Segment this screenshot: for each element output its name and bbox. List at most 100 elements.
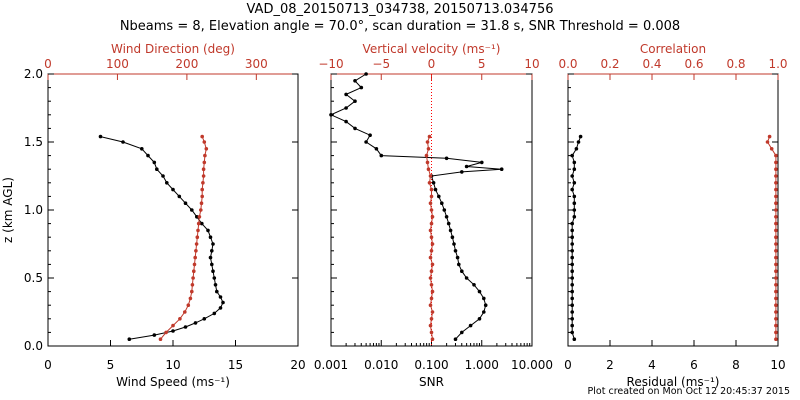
panel-1-series-1-point xyxy=(183,201,188,205)
panel-3-series-2-point xyxy=(774,167,778,171)
panel-2-series-2-point xyxy=(424,153,429,158)
panel-3-series-1-point xyxy=(576,140,581,144)
panel-1-y-tick-label: 1.5 xyxy=(24,135,43,149)
panel-2-series-1-point xyxy=(477,289,482,294)
panel-1-series-2-point xyxy=(197,215,202,219)
panel-2-series-1-point xyxy=(499,167,504,171)
panel-2-series-1-point xyxy=(433,187,438,192)
panel-3-series-2-point xyxy=(765,140,770,144)
panel-2-series-2-point xyxy=(429,208,434,212)
panel-1-series-2-point xyxy=(204,147,209,151)
panel-3-series-1-point xyxy=(570,262,574,267)
panel-3-frame xyxy=(567,73,779,347)
panel-3-series-1-point xyxy=(572,181,577,185)
panel-3-series-2-point xyxy=(774,249,778,253)
panel-2-series-1-point xyxy=(452,242,456,246)
panel-1-y-tick-label: 2.0 xyxy=(24,67,43,81)
panel-1-x-tick-label: 5 xyxy=(107,358,115,372)
panel-1-series-1-point xyxy=(195,215,199,219)
panel-2-series-1-point xyxy=(344,119,348,124)
panel-1-series-1-point xyxy=(210,249,214,253)
panel-1-series-1-point xyxy=(206,228,210,233)
panel-3-series-2-point xyxy=(774,194,778,199)
panel-2-series-1-point xyxy=(364,72,368,76)
plot-created-footer: Plot created on Mon Oct 12 20:45:37 2015 xyxy=(587,386,790,397)
panel-1-series-2-point xyxy=(200,187,204,192)
panel-1-y-label: z (km AGL) xyxy=(1,177,15,243)
panel-3-series-2-point xyxy=(774,221,778,226)
panel-1-series-1-point xyxy=(165,181,169,185)
panel-3-series-2-point xyxy=(774,181,778,185)
panel-3-series-1-point xyxy=(572,201,577,205)
panel-2-series-2-point xyxy=(429,194,434,199)
panel-1-series-2-point xyxy=(193,255,197,260)
panel-2-series-1-point xyxy=(437,194,441,199)
panel-1-series-1-point xyxy=(218,306,223,310)
panel-2-series-1-point xyxy=(329,113,333,117)
panel-3-series-1-point xyxy=(570,228,574,233)
panel-3-series-1-point xyxy=(572,215,577,219)
panel-3-series-1-point xyxy=(570,317,574,321)
panel-2-x-tick-label: 10.000 xyxy=(511,358,553,372)
panel-1-series-1-point xyxy=(211,269,215,274)
panel-1-series-1-point xyxy=(121,140,125,144)
panel-1-series-2-line xyxy=(160,136,207,340)
panel-1-series-1-point xyxy=(211,242,215,246)
panel-1-series-2-point xyxy=(194,249,198,253)
panel-3-series-1-point xyxy=(570,174,574,178)
panel-3-series-1-point xyxy=(570,221,574,226)
panel-1-series-1-point xyxy=(200,221,204,226)
panel-3-top-tick-label: 1.0 xyxy=(768,57,787,71)
panel-1-series-1-point xyxy=(177,194,182,199)
panel-2-series-2-point xyxy=(427,134,432,139)
panel-1-frame xyxy=(47,73,299,347)
panel-2-series-2-point xyxy=(430,215,435,219)
panel-3-series-2-point xyxy=(774,310,778,314)
panel-3-series-1-point xyxy=(570,187,574,192)
panel-3-series-2-point xyxy=(774,317,778,321)
panel-1-top-tick-label: 200 xyxy=(175,57,198,71)
panel-1-series-1-point xyxy=(193,321,198,325)
panel-1-series-2-point xyxy=(201,181,205,185)
panel-1-series-2-point xyxy=(201,174,206,178)
panel-1-series-1-point xyxy=(183,325,188,329)
chart-title: VAD_08_20150713_034738, 20150713.034756 xyxy=(246,2,554,17)
panel-1-series-2-point xyxy=(201,167,206,171)
panel-2-series-1-point xyxy=(442,208,447,212)
panel-2-series-1-point xyxy=(482,296,486,301)
panel-1-series-1-point xyxy=(221,300,225,305)
panel-3-x-tick-label: 4 xyxy=(648,358,656,372)
panel-1-x-tick-label: 10 xyxy=(165,358,180,372)
panel-2-series-1-point xyxy=(368,133,372,137)
panel-2-series-1-point xyxy=(379,153,384,158)
panel-1-y-tick-label: 1.0 xyxy=(24,203,43,217)
panel-3-series-1-point xyxy=(572,337,577,342)
panel-3-series-2-point xyxy=(774,242,778,246)
panel-1-top-tick-label: 300 xyxy=(245,57,268,71)
panel-2-x-tick-label: 0.010 xyxy=(364,358,398,372)
panel-1-series-1-point xyxy=(212,311,217,316)
panel-1-series-1-point xyxy=(212,276,217,280)
panel-2-series-2-point xyxy=(428,323,433,328)
panel-2-series-1-point xyxy=(431,181,436,185)
panel-3-series-2-point xyxy=(774,269,778,274)
panel-2-series-1-point xyxy=(364,140,368,144)
panel-2-x-tick-label: 0.100 xyxy=(414,358,448,372)
panel-2-series-2-point xyxy=(428,255,433,260)
panel-2-series-1-point xyxy=(374,147,379,151)
panel-3-series-1-point xyxy=(570,296,574,301)
panel-2-series-2-point xyxy=(429,221,434,226)
panel-2-series-1-point xyxy=(359,85,364,90)
panel-3-series-2-point xyxy=(774,255,778,260)
panel-1-series-1-point xyxy=(202,317,207,321)
panel-1-series-1-point xyxy=(171,187,175,192)
panel-2-series-2-point xyxy=(429,330,434,335)
panel-1-series-2-point xyxy=(190,283,195,287)
panel-3-series-2-point xyxy=(774,337,778,342)
panel-2-x-tick-label: 1.000 xyxy=(465,358,499,372)
panel-2-series-1-point xyxy=(453,337,458,342)
panel-2-top-tick-label: 0 xyxy=(428,57,436,71)
panel-1-series-1-point xyxy=(190,208,194,212)
panel-1-series-1-point xyxy=(171,329,175,333)
panel-3-series-2-point xyxy=(774,208,778,212)
